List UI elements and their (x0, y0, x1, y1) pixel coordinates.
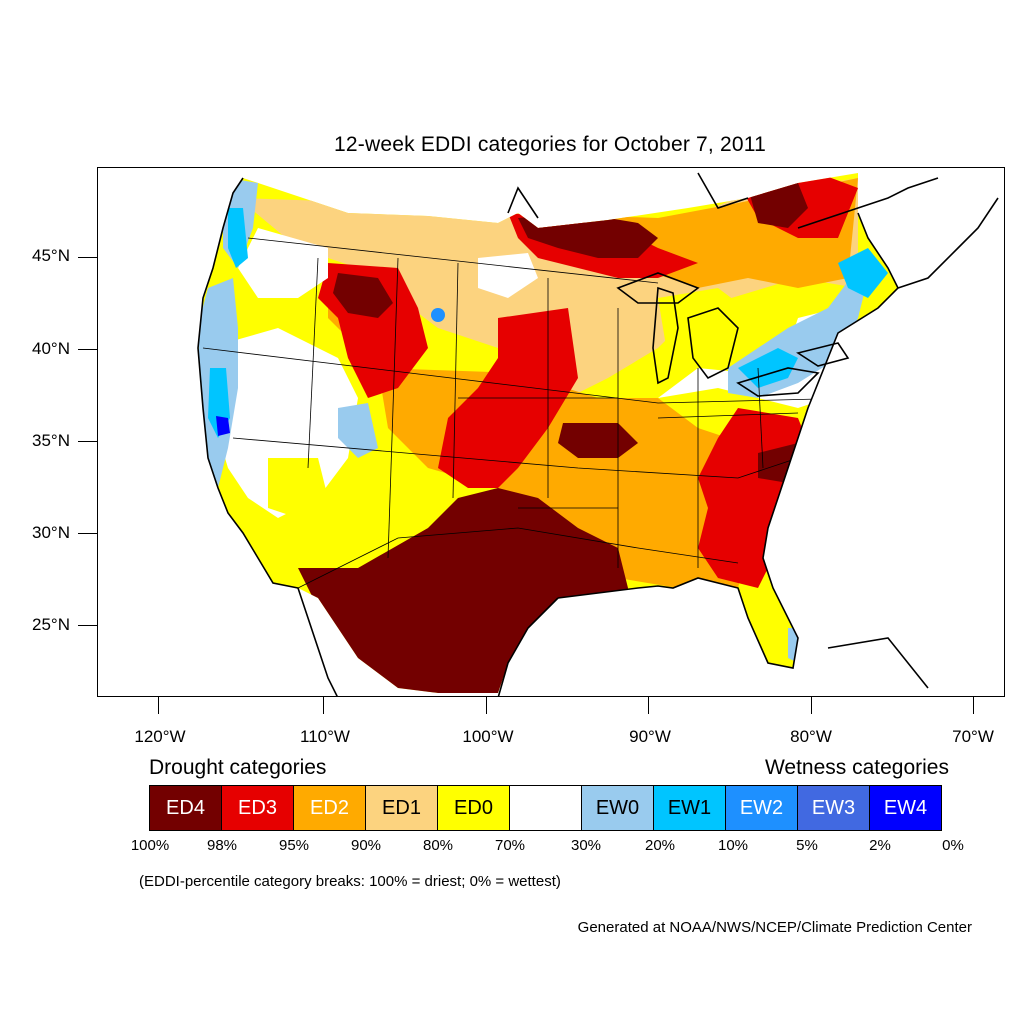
lon-tick-110w (323, 697, 324, 714)
lon-label-100w: 100°W (462, 727, 514, 746)
category-breaks-note: (EDDI-percentile category breaks: 100% =… (139, 873, 561, 890)
break-95: 95% (278, 837, 310, 854)
coastlines (197, 172, 999, 696)
break-90: 90% (350, 837, 382, 854)
lat-label-30n: 30°N (32, 523, 70, 542)
lat-tick-45n (78, 257, 97, 258)
break-30: 30% (570, 837, 602, 854)
lat-label-35n: 35°N (32, 431, 70, 450)
legend-ew2: EW2 (725, 785, 798, 831)
break-80: 80% (422, 837, 454, 854)
break-98: 98% (206, 837, 238, 854)
break-2: 2% (869, 837, 891, 854)
legend-ed3: ED3 (221, 785, 294, 831)
break-0: 0% (942, 837, 964, 854)
legend-neutral (509, 785, 582, 831)
map-title: 12-week EDDI categories for October 7, 2… (334, 133, 766, 156)
legend-ed2: ED2 (293, 785, 366, 831)
lat-tick-30n (78, 533, 97, 534)
lat-label-25n: 25°N (32, 615, 70, 634)
lon-label-120w: 120°W (134, 727, 186, 746)
lat-label-40n: 40°N (32, 339, 70, 358)
lon-label-110w: 110°W (300, 727, 350, 746)
lon-tick-80w (811, 697, 812, 714)
lon-label-90w: 90°W (629, 727, 671, 746)
credit-line: Generated at NOAA/NWS/NCEP/Climate Predi… (577, 919, 972, 936)
lon-tick-90w (648, 697, 649, 714)
state-boundaries (202, 237, 859, 589)
break-70: 70% (494, 837, 526, 854)
lat-tick-35n (78, 441, 97, 442)
lon-label-70w: 70°W (952, 727, 994, 746)
legend-ew3: EW3 (797, 785, 870, 831)
lat-tick-25n (78, 625, 97, 626)
legend-color-bar: ED4 ED3 ED2 ED1 ED0 EW0 EW1 EW2 EW3 EW4 (149, 785, 942, 831)
legend-ew4: EW4 (869, 785, 942, 831)
break-5: 5% (796, 837, 818, 854)
lon-label-80w: 80°W (790, 727, 832, 746)
lon-tick-70w (973, 697, 974, 714)
drought-heading: Drought categories (149, 756, 327, 779)
wetness-heading: Wetness categories (764, 756, 949, 779)
legend-ed0: ED0 (437, 785, 510, 831)
legend-ew1: EW1 (653, 785, 726, 831)
lon-tick-120w (158, 697, 159, 714)
eddi-map (97, 167, 1005, 697)
lon-tick-100w (486, 697, 487, 714)
lat-label-45n: 45°N (32, 246, 70, 265)
legend-ew0: EW0 (581, 785, 654, 831)
eddi-category-fill (198, 173, 898, 693)
break-10: 10% (717, 837, 749, 854)
break-100: 100% (130, 837, 170, 854)
legend-ed4: ED4 (149, 785, 222, 831)
legend-ed1: ED1 (365, 785, 438, 831)
conus-map-svg (197, 172, 999, 696)
lat-tick-40n (78, 349, 97, 350)
break-20: 20% (644, 837, 676, 854)
